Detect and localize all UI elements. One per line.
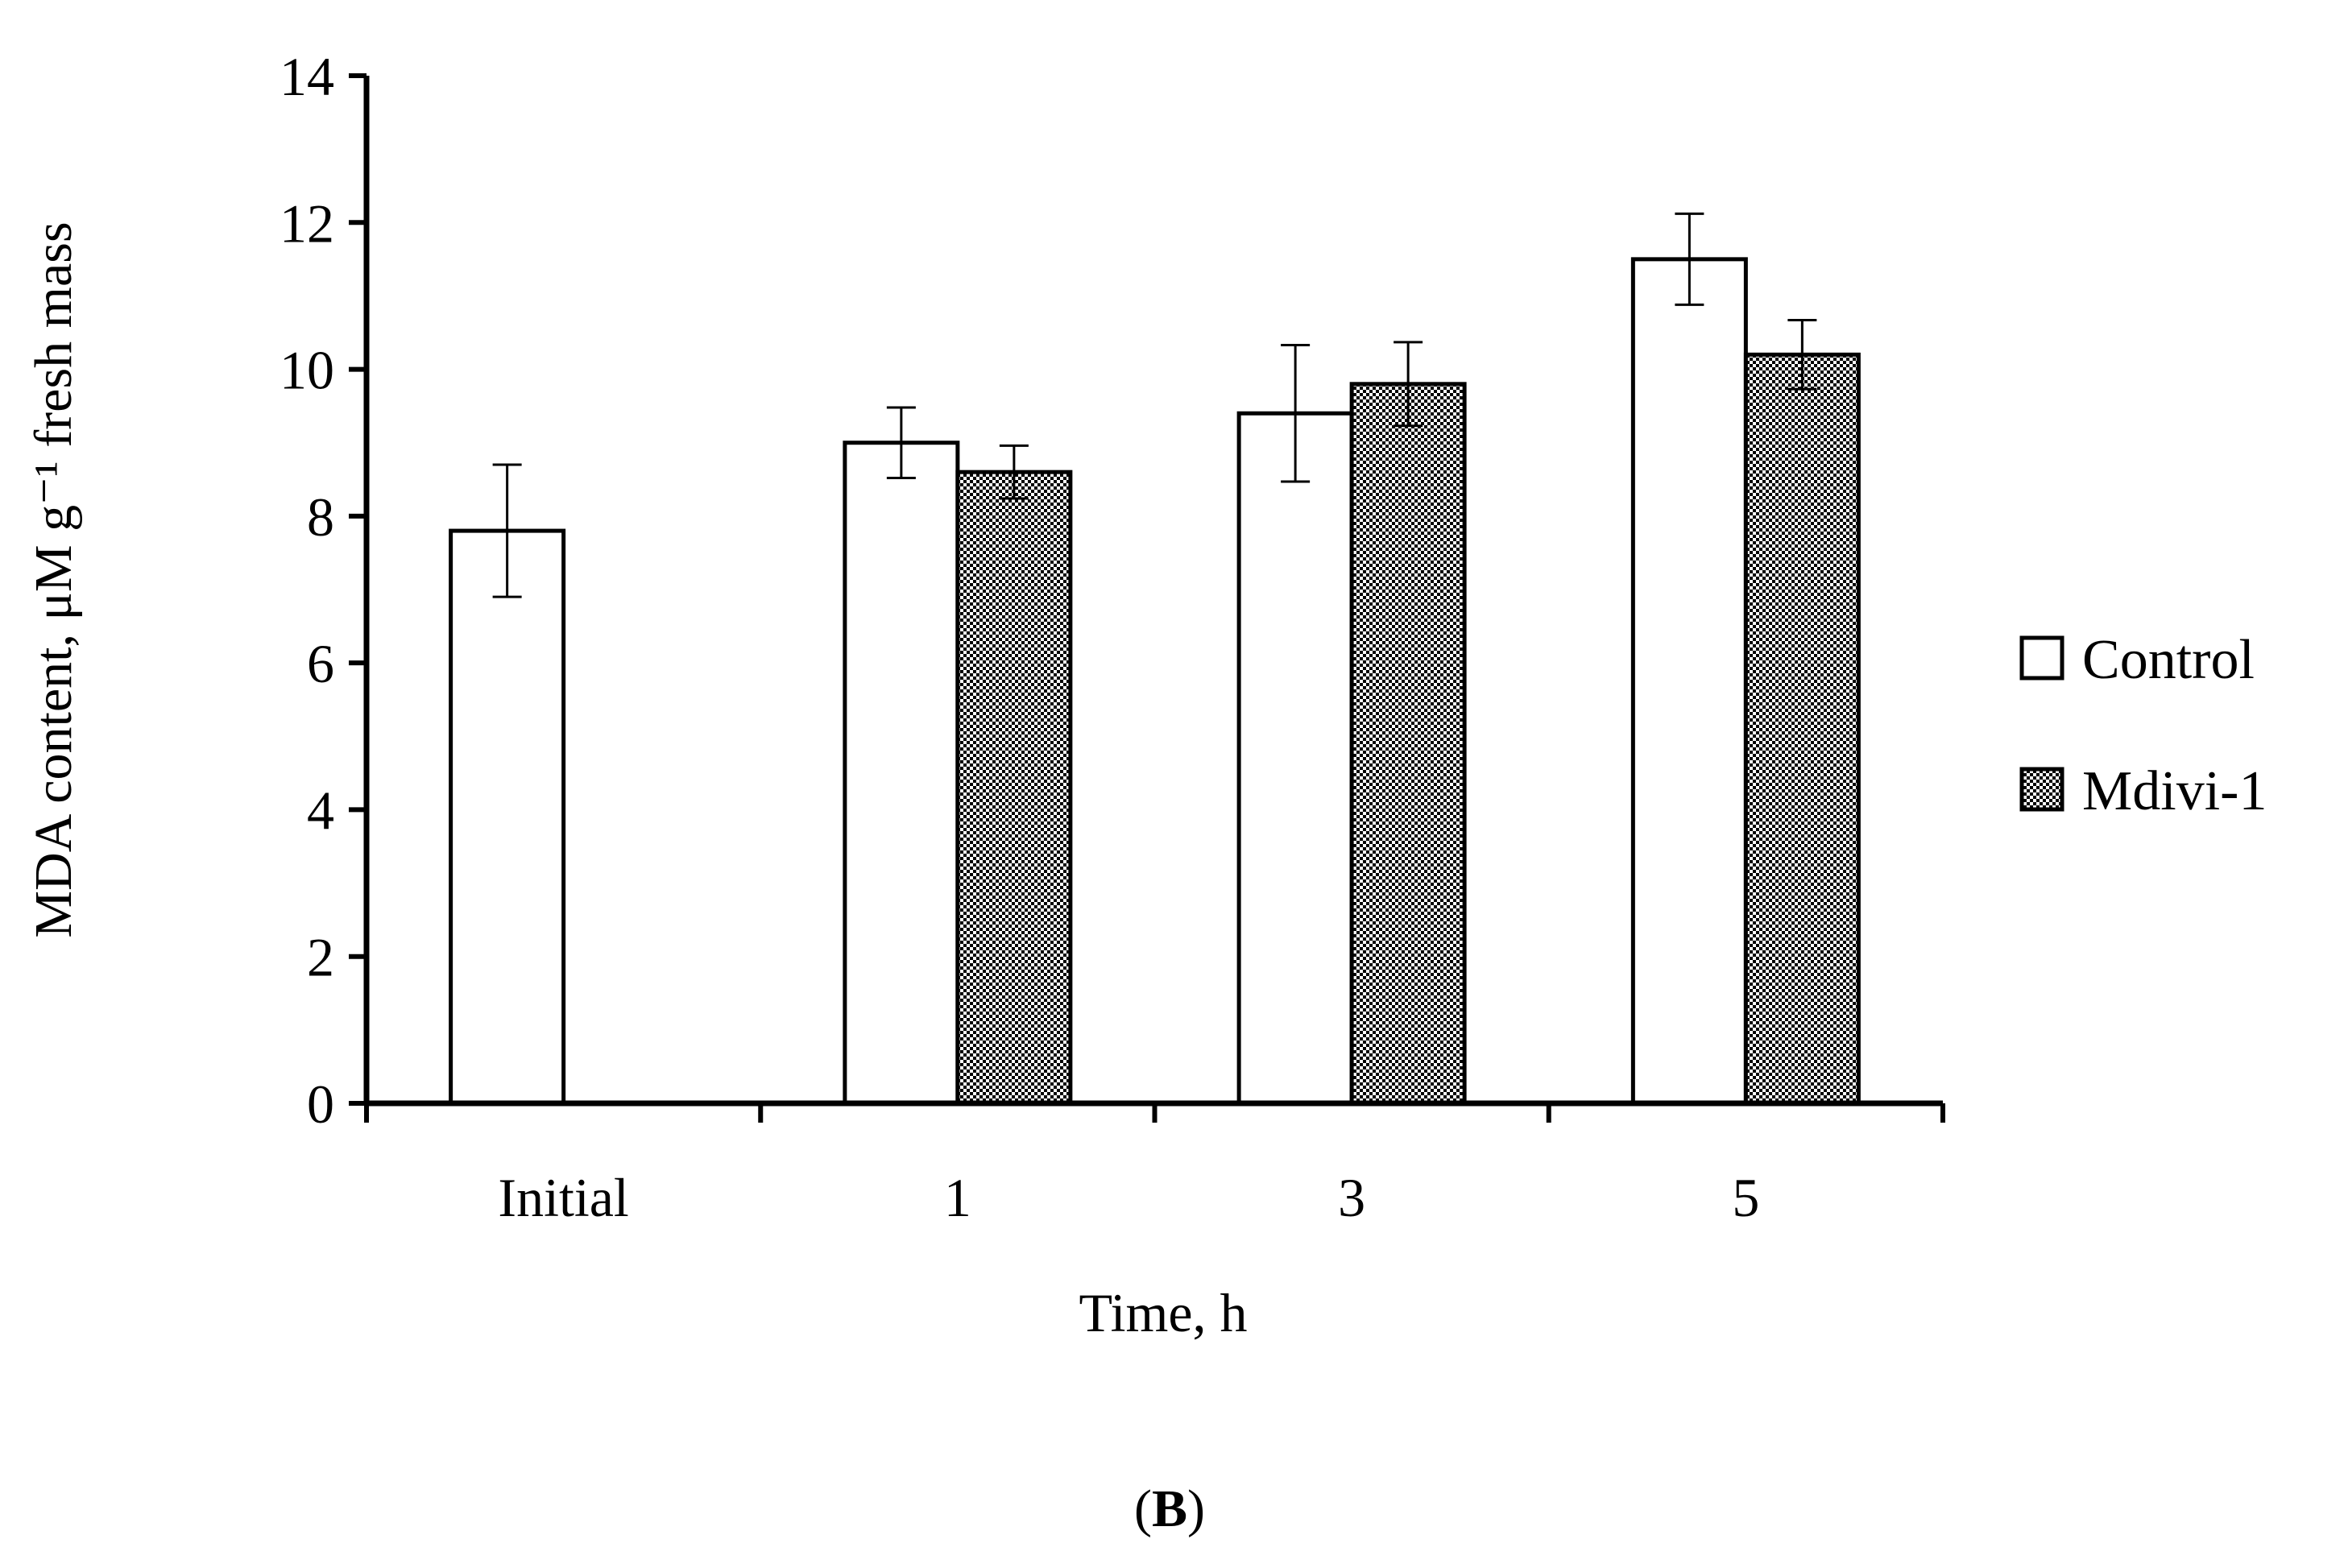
legend-swatch-control (2019, 635, 2064, 681)
y-tick-label: 12 (280, 192, 334, 254)
y-tick-label: 8 (307, 486, 334, 548)
bar-control (449, 528, 566, 1106)
bar-mdivi1 (1349, 382, 1467, 1106)
x-tick-label: Initial (498, 1167, 628, 1228)
y-tick-label: 10 (280, 340, 334, 401)
y-tick-label: 4 (307, 780, 334, 841)
y-tick-labels: 0 2 4 6 8 10 12 14 (280, 46, 334, 1135)
legend-label-control: Control (2082, 629, 2255, 691)
y-tick-label: 2 (307, 927, 334, 988)
x-tick-label: 1 (944, 1167, 971, 1228)
x-tick-label: 5 (1732, 1167, 1759, 1228)
panel-label: (B) (1134, 1479, 1205, 1538)
legend-label-mdivi1: Mdivi-1 (2082, 760, 2267, 822)
legend-item-control: Control (2019, 629, 2255, 691)
bar-control (1630, 257, 1748, 1106)
x-axis-label: Time, h (1079, 1282, 1247, 1343)
x-tick-labels: Initial 1 3 5 (498, 1167, 1759, 1228)
legend-item-mdivi1: Mdivi-1 (2019, 760, 2267, 822)
y-axis-label: MDA content, μM g⁻¹ fresh mass (24, 221, 83, 937)
x-tick-label: 3 (1338, 1167, 1365, 1228)
y-tick-label: 0 (307, 1074, 334, 1135)
bar-mdivi1 (955, 470, 1073, 1106)
bars-layer (449, 257, 1861, 1106)
bar-mdivi1 (1743, 352, 1861, 1106)
y-tick-label: 14 (280, 46, 334, 107)
y-tick-label: 6 (307, 633, 334, 694)
error-bars-layer (492, 212, 1817, 598)
legend-swatch-mdivi1 (2019, 767, 2064, 812)
axes-layer (349, 73, 1945, 1123)
bar-control (1236, 411, 1354, 1106)
bar-control (843, 441, 960, 1106)
legend: Control Mdivi-1 (2019, 629, 2267, 822)
panel-label-letter: B (1152, 1479, 1187, 1538)
